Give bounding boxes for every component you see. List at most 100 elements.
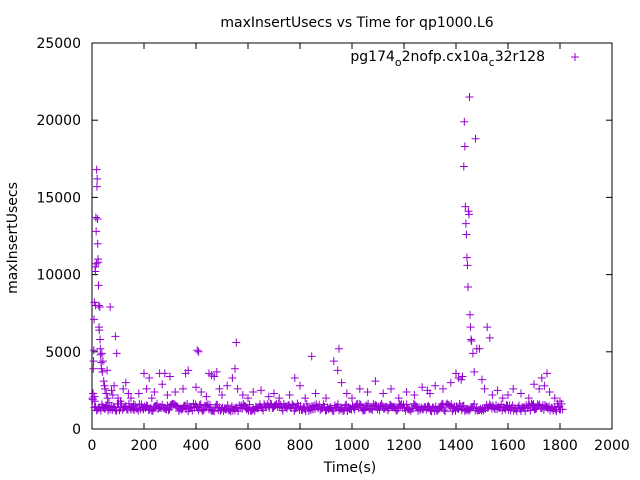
data-points [88, 93, 567, 416]
y-tick-label: 15000 [36, 190, 81, 206]
x-tick-label: 200 [131, 438, 158, 454]
data-point [171, 387, 180, 396]
data-point [543, 369, 551, 378]
data-point [223, 401, 232, 410]
data-point [302, 399, 311, 408]
data-point [231, 364, 239, 373]
data-point [333, 400, 342, 409]
data-point [488, 391, 497, 400]
data-point [465, 93, 474, 102]
y-tick-label: 10000 [36, 268, 81, 284]
data-point [142, 401, 151, 410]
data-point [322, 394, 330, 403]
data-point [445, 401, 454, 410]
data-point [119, 384, 128, 393]
legend-label-part-b: 2nofp.cx10a [402, 49, 489, 65]
data-point [102, 389, 111, 398]
data-point [91, 213, 100, 222]
data-point [466, 323, 475, 332]
x-tick-label: 2000 [594, 438, 630, 454]
data-point [498, 394, 507, 403]
data-point [462, 253, 471, 262]
data-point [530, 380, 538, 389]
data-point [526, 406, 535, 415]
data-point [462, 230, 471, 239]
data-point [368, 406, 377, 415]
x-axis-title: Time(s) [323, 460, 376, 476]
chart-title: maxInsertUsecs vs Time for qp1000.L6 [220, 15, 493, 31]
data-point [103, 366, 112, 375]
data-point [558, 405, 567, 414]
data-point [410, 391, 419, 400]
y-tick-label: 5000 [45, 345, 81, 361]
data-point [134, 406, 143, 415]
data-point [394, 394, 403, 403]
data-point [232, 338, 241, 347]
data-point [480, 384, 489, 393]
data-point [107, 386, 116, 395]
data-point [556, 397, 564, 406]
data-point [90, 315, 99, 324]
data-point [160, 369, 169, 378]
data-point [158, 380, 167, 389]
data-point [96, 335, 105, 344]
data-point [165, 405, 174, 414]
data-point [461, 202, 470, 211]
data-point [446, 378, 455, 387]
data-point [193, 346, 202, 355]
data-point [104, 406, 113, 415]
data-point [99, 377, 108, 386]
data-point [116, 397, 125, 406]
data-point [478, 375, 486, 384]
data-point [439, 384, 447, 393]
data-point [96, 350, 105, 359]
data-point [92, 182, 101, 191]
data-point [460, 142, 469, 151]
data-point [110, 381, 119, 390]
data-point [485, 333, 494, 342]
x-tick-label: 1200 [386, 438, 422, 454]
data-point [460, 117, 469, 126]
data-point [337, 378, 346, 387]
data-point [470, 367, 479, 376]
data-point [127, 394, 135, 403]
data-point [290, 374, 299, 383]
data-point [475, 344, 484, 353]
data-point [470, 399, 479, 408]
data-point [275, 394, 284, 403]
data-point [90, 397, 99, 406]
data-point [150, 387, 159, 396]
legend-label: pg174o2nofp.cx10ac32r128 [350, 49, 545, 69]
data-point [466, 310, 475, 319]
data-point [465, 210, 473, 219]
y-axis-title: maxInsertUsecs [5, 182, 21, 294]
data-point [335, 344, 343, 353]
data-point [106, 303, 115, 312]
data-point [249, 387, 258, 396]
data-point [179, 384, 187, 393]
data-point [171, 401, 180, 410]
data-point [129, 400, 138, 409]
data-point [98, 367, 107, 376]
data-point [166, 372, 174, 381]
data-point [92, 259, 101, 268]
legend-label-part-c: 32r128 [495, 49, 545, 65]
data-point [458, 372, 467, 381]
data-point [103, 394, 112, 403]
data-point [468, 349, 477, 358]
data-point [228, 374, 237, 383]
data-point [371, 377, 380, 386]
axis-ticks: 0 200 400 600 800 1000 1200 1400 1600 1800 2000050… [36, 36, 629, 454]
data-point [140, 369, 148, 378]
data-point [104, 398, 113, 407]
plot-frame [91, 42, 613, 430]
data-point [426, 389, 434, 398]
data-point [550, 394, 559, 403]
data-point [94, 258, 103, 267]
data-point [197, 387, 206, 396]
data-point [535, 384, 544, 393]
data-point [223, 381, 232, 390]
data-point [410, 400, 419, 409]
data-point [379, 389, 388, 398]
